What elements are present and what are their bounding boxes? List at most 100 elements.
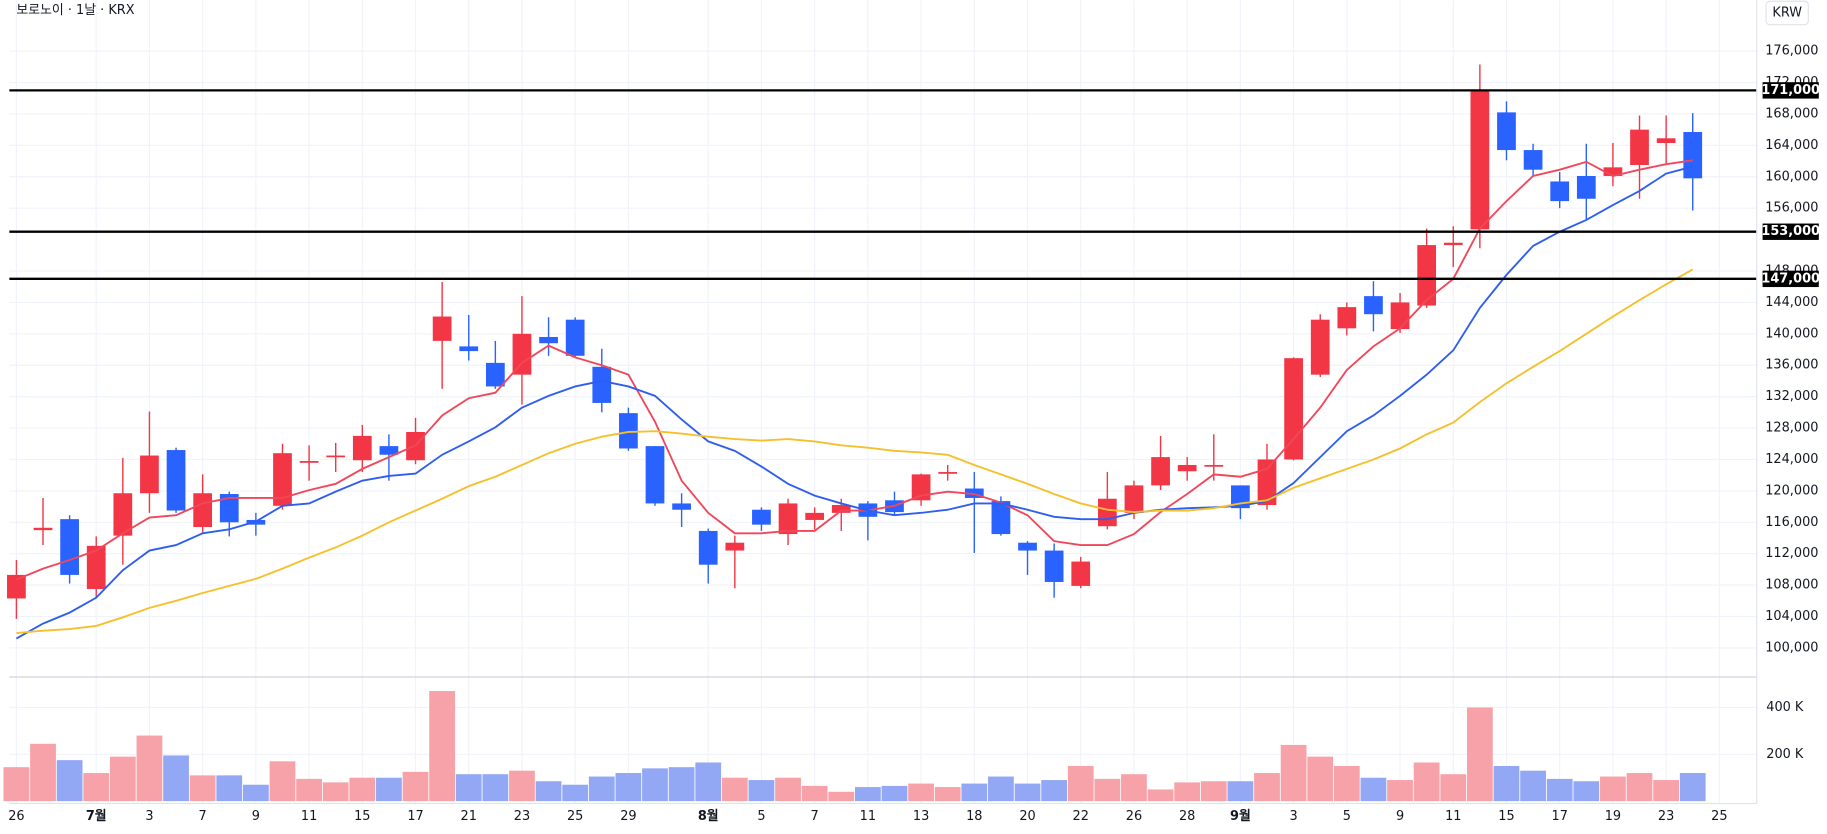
volume-bar: [1147, 789, 1174, 802]
y-tick-label: 124,000: [1765, 452, 1818, 467]
volume-bar: [908, 783, 934, 802]
x-tick-label: 11: [1445, 809, 1461, 824]
candle-body: [938, 472, 958, 474]
volume-bar: [1041, 780, 1068, 802]
y-tick-label: 164,000: [1765, 138, 1818, 153]
volume-bar: [1493, 766, 1520, 802]
candle-body: [273, 453, 292, 506]
y-tick-label: 176,000: [1765, 44, 1818, 59]
x-tick-label: 5: [757, 809, 765, 824]
candle-body: [432, 316, 452, 341]
x-tick-label: 25: [1711, 809, 1727, 824]
level-label-bg: [1762, 270, 1819, 288]
y-tick-label: 116,000: [1765, 515, 1818, 530]
x-tick-label: 25: [567, 809, 583, 824]
volume-bar: [801, 785, 828, 802]
candle-body: [1018, 542, 1037, 551]
candle-body: [1204, 464, 1224, 467]
volume-bar: [1520, 770, 1546, 802]
volume-bar: [1653, 780, 1680, 802]
candle-body: [592, 366, 612, 403]
volume-bar: [482, 774, 509, 802]
plot-layer: [3, 64, 1757, 802]
x-tick-label: 18: [966, 809, 982, 824]
candle-body: [672, 503, 691, 510]
volume-bar: [1333, 766, 1360, 802]
candle-body: [698, 530, 718, 565]
candle-body: [485, 362, 505, 387]
axis-layer: 100,000 104,000 108,000 112,000 116,000 120,0…: [8, 44, 1820, 824]
x-tick-label: 7: [811, 809, 819, 824]
volume-bar: [562, 784, 589, 802]
volume-bar: [748, 780, 775, 802]
volume-tick-label: 200 K: [1766, 747, 1804, 762]
candle-body: [1630, 129, 1649, 165]
volume-bar: [1413, 762, 1440, 802]
currency-button[interactable]: [1765, 0, 1809, 26]
volume-bar: [1387, 780, 1413, 802]
level-label-bg: [1762, 223, 1819, 240]
currency-label[interactable]: KRW: [1772, 5, 1802, 20]
candle-body: [1683, 131, 1703, 179]
x-tick-label: 9월: [1230, 808, 1251, 824]
volume-bar: [695, 762, 722, 802]
volume-bar: [349, 777, 376, 802]
candle-body: [60, 519, 79, 575]
volume-bar: [775, 777, 801, 802]
candle-body: [1177, 464, 1197, 472]
volume-bar: [961, 783, 988, 802]
volume-bar: [1573, 781, 1600, 802]
x-tick-label: 21: [461, 809, 477, 824]
candle-body: [805, 512, 825, 520]
x-tick-label: 15: [1498, 809, 1514, 824]
candle-body: [1523, 150, 1543, 170]
candle-body: [1044, 550, 1064, 582]
candle-body: [539, 336, 558, 344]
candle-body: [7, 574, 26, 599]
volume-bar: [83, 773, 110, 802]
moving-average-line: [15, 165, 1693, 640]
candle-body: [166, 450, 186, 511]
candle-body: [1310, 319, 1330, 375]
level-label: 171,000: [1761, 83, 1820, 98]
candle-body: [831, 505, 851, 513]
volume-bar: [109, 756, 136, 802]
candle-body: [1097, 498, 1117, 527]
candle-body: [113, 493, 133, 536]
candle-body: [1337, 307, 1357, 329]
y-tick-label: 132,000: [1765, 389, 1818, 404]
candle-body: [911, 474, 931, 501]
volume-bar: [934, 787, 961, 802]
x-tick-label: 23: [1658, 809, 1674, 824]
candle-body: [326, 455, 346, 458]
y-tick-label: 140,000: [1765, 326, 1818, 341]
volume-bar: [1200, 781, 1227, 802]
y-tick-label: 156,000: [1765, 201, 1818, 216]
candle-body: [1470, 91, 1490, 230]
x-tick-label: 7: [199, 809, 207, 824]
volume-bar: [216, 775, 243, 802]
candle-body: [1550, 181, 1570, 202]
volume-bar: [1466, 707, 1493, 802]
volume-bar: [1679, 773, 1706, 802]
candle-body: [752, 509, 771, 525]
x-tick-label: 23: [514, 809, 530, 824]
x-tick-label: 28: [1179, 809, 1195, 824]
volume-bar: [56, 760, 83, 802]
volume-bar: [402, 771, 429, 802]
y-tick-label: 112,000: [1765, 546, 1818, 561]
x-tick-label: 8월: [698, 808, 719, 824]
y-tick-label: 104,000: [1765, 609, 1818, 624]
candle-body: [512, 333, 532, 375]
candle-body: [1576, 175, 1596, 199]
volume-bar: [828, 791, 855, 802]
volume-bar: [721, 777, 748, 802]
x-tick-label: 3: [1290, 809, 1298, 824]
volume-bar: [1307, 756, 1334, 802]
x-tick-label: 26: [8, 809, 24, 824]
volume-bar: [588, 776, 615, 802]
volume-bar: [3, 767, 30, 802]
volume-bar: [136, 735, 163, 802]
moving-average-line: [16, 159, 1693, 581]
candle-body: [991, 501, 1011, 535]
